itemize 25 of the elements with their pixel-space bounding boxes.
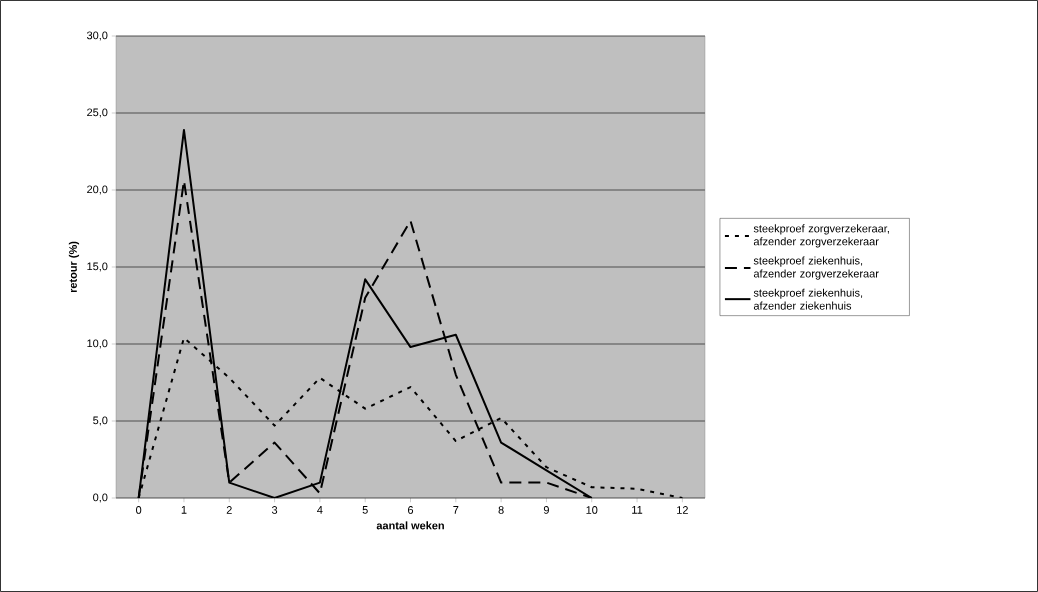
y-tick-label: 5,0 [93, 416, 108, 426]
y-tick-label: 10,0 [87, 339, 108, 349]
x-tick-label: 1 [181, 506, 187, 514]
x-tick-label: 8 [498, 506, 504, 514]
y-tick-label: 20,0 [87, 185, 108, 195]
x-tick-label: 12 [677, 506, 688, 514]
legend-label: steekproef ziekenhuis, afzender zorgverzekeraar [753, 256, 879, 280]
y-axis-title: retour (%) [68, 241, 80, 293]
x-tick-label: 10 [586, 506, 598, 514]
x-tick-label: 11 [632, 506, 643, 514]
x-tick-label: 9 [543, 506, 549, 514]
x-tick-label: 4 [317, 506, 323, 514]
y-tick-label: 15,0 [87, 262, 108, 272]
y-tick-label: 25,0 [87, 108, 108, 118]
y-tick-label: 0,0 [93, 493, 108, 503]
legend-label: steekproef ziekenhuis, afzender ziekenhuis [753, 288, 863, 310]
x-tick-label: 5 [362, 506, 368, 514]
x-tick-label: 2 [226, 506, 232, 514]
x-tick-label: 6 [408, 506, 414, 514]
x-axis-title: aantal weken [376, 521, 444, 530]
x-tick-label: 7 [453, 506, 459, 514]
x-tick-label: 0 [136, 506, 142, 514]
y-tick-label: 30,0 [86, 31, 108, 41]
legend-label: steekproef zorgverzekeraar, afzender zorgverzekeraar [753, 224, 889, 248]
x-tick-label: 3 [271, 506, 278, 514]
